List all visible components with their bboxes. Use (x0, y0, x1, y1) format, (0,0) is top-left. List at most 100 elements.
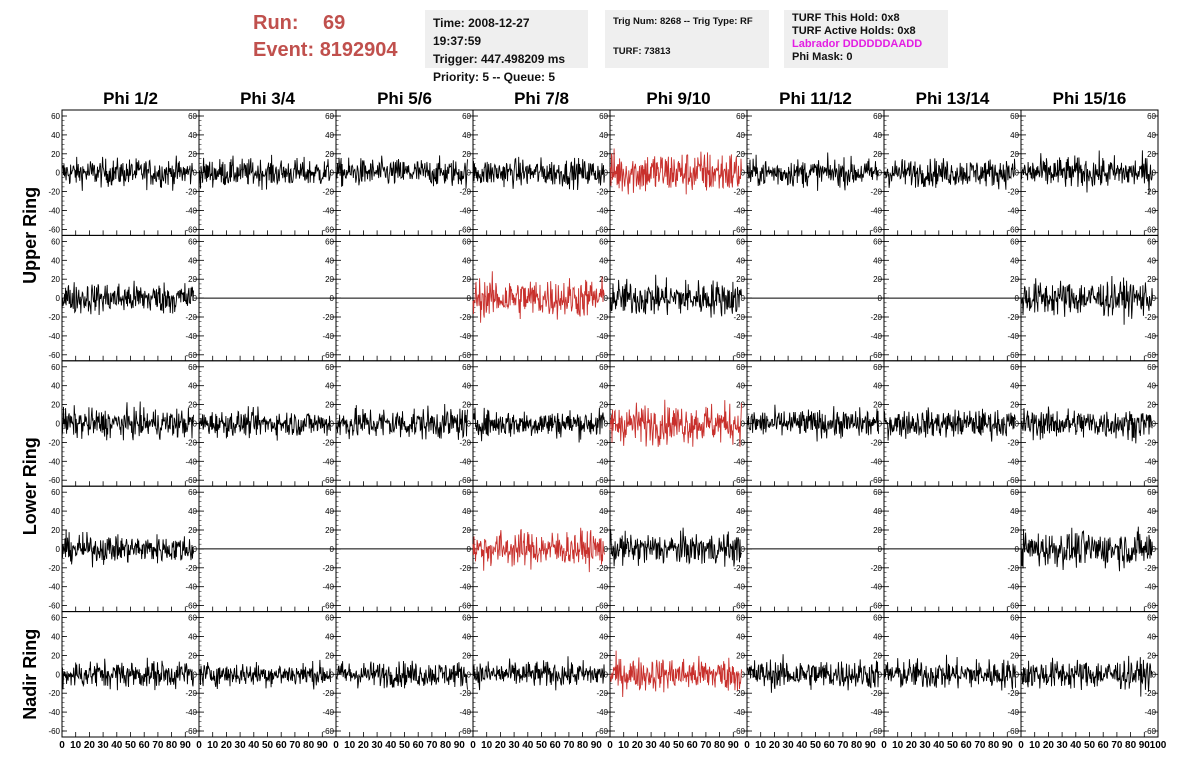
y-tick-label: -60 (596, 727, 608, 736)
y-tick-label: 40 (1010, 256, 1019, 265)
y-tick-label: -40 (1007, 332, 1019, 341)
y-tick-label: -60 (870, 602, 882, 611)
y-tick-label: 60 (188, 488, 197, 497)
x-tick-label: 10 (70, 740, 82, 751)
y-tick-label: 60 (1010, 488, 1019, 497)
turf-this-hold: TURF This Hold: 0x8 (792, 12, 900, 24)
y-tick-label: 20 (1147, 651, 1156, 660)
y-tick-label: -60 (870, 727, 882, 736)
y-tick-label: -20 (596, 313, 608, 322)
y-tick-label: 0 (878, 670, 883, 679)
column-label-2: Phi 3/4 (240, 89, 295, 108)
x-tick-label: 50 (262, 740, 274, 751)
run-value: 69 (323, 12, 346, 34)
y-tick-label: 0 (1152, 670, 1157, 679)
y-tick-label: 20 (188, 651, 197, 660)
y-tick-label: -60 (1007, 602, 1019, 611)
column-label-8: Phi 15/16 (1053, 89, 1127, 108)
waveform-trace (61, 155, 194, 191)
y-tick-label: 60 (462, 112, 471, 121)
y-tick-label: -60 (596, 476, 608, 485)
priority-text: Priority: 5 -- Queue: 5 (433, 70, 556, 84)
y-tick-label: 20 (188, 401, 197, 410)
y-tick-label: 40 (51, 256, 60, 265)
x-tick-label: 60 (961, 740, 973, 751)
y-tick-label: 20 (51, 275, 60, 284)
y-tick-label: 40 (325, 507, 334, 516)
y-tick-label: -40 (322, 708, 334, 717)
y-tick-label: 60 (1010, 112, 1019, 121)
waveform-trace (198, 659, 331, 690)
y-tick-label: -60 (185, 225, 197, 234)
y-tick-label: 60 (1147, 488, 1156, 497)
x-tick-label: 70 (426, 740, 438, 751)
waveform-trace (472, 156, 605, 191)
y-tick-label: 60 (873, 614, 882, 623)
y-tick-label: 60 (736, 614, 745, 623)
trigger-text: Trigger: 447.498209 ms (433, 52, 566, 66)
y-tick-label: 20 (51, 526, 60, 535)
y-tick-label: 40 (51, 131, 60, 140)
ring-label-3: Nadir Ring (20, 629, 40, 720)
y-tick-label: 40 (325, 131, 334, 140)
y-tick-label: 20 (325, 150, 334, 159)
y-tick-label: -20 (459, 564, 471, 573)
y-tick-label: -40 (733, 583, 745, 592)
x-tick-label: 60 (687, 740, 699, 751)
y-tick-label: -60 (596, 225, 608, 234)
y-tick-label: 0 (56, 670, 61, 679)
y-tick-label: -20 (185, 564, 197, 573)
y-tick-label: -40 (1144, 332, 1156, 341)
y-tick-label: -20 (48, 689, 60, 698)
x-tick-label: 60 (550, 740, 562, 751)
y-tick-label: -60 (733, 225, 745, 234)
y-tick-label: -20 (322, 689, 334, 698)
x-tick-label: 70 (563, 740, 575, 751)
y-tick-label: 0 (330, 169, 335, 178)
y-tick-label: 40 (462, 131, 471, 140)
y-tick-label: -40 (733, 332, 745, 341)
waveform-trace (335, 403, 468, 440)
time-info-box: Time: 2008-12-27 19:37:59 Trigger: 447.4… (425, 10, 588, 84)
y-tick-label: -40 (185, 457, 197, 466)
y-tick-label: -40 (870, 207, 882, 216)
y-tick-label: 0 (1152, 169, 1157, 178)
y-tick-label: 60 (325, 363, 334, 372)
y-tick-label: -20 (733, 188, 745, 197)
waveform-trace (472, 271, 605, 323)
labrador-text: Labrador DDDDDDAADD (792, 38, 923, 50)
y-tick-label: -60 (733, 476, 745, 485)
y-tick-label: 60 (599, 488, 608, 497)
y-tick-label: 20 (873, 150, 882, 159)
x-tick-label: 60 (413, 740, 425, 751)
y-tick-label: -20 (48, 188, 60, 197)
x-tick-label: 70 (700, 740, 712, 751)
x-tick-label: 40 (248, 740, 260, 751)
y-tick-label: 60 (1010, 614, 1019, 623)
y-tick-label: 40 (1147, 256, 1156, 265)
y-tick-label: -60 (596, 351, 608, 360)
y-tick-label: 60 (325, 488, 334, 497)
y-tick-label: 0 (1015, 169, 1020, 178)
y-tick-label: 40 (599, 256, 608, 265)
y-tick-label: -60 (596, 602, 608, 611)
y-tick-label: -20 (185, 188, 197, 197)
y-tick-label: -60 (1007, 727, 1019, 736)
y-tick-label: -20 (1007, 313, 1019, 322)
y-tick-label: 40 (188, 633, 197, 642)
y-tick-label: -40 (459, 708, 471, 717)
y-tick-label: 40 (1010, 633, 1019, 642)
x-tick-label: 50 (673, 740, 685, 751)
y-tick-label: -40 (459, 457, 471, 466)
y-tick-label: -40 (596, 708, 608, 717)
x-tick-label: 80 (440, 740, 452, 751)
y-tick-label: 60 (1010, 237, 1019, 246)
x-tick-label: 40 (796, 740, 808, 751)
y-tick-label: 20 (736, 651, 745, 660)
event-label: Event: (253, 39, 315, 61)
y-tick-label: 20 (599, 275, 608, 284)
panel-frame-r4-c8 (1020, 485, 1159, 613)
y-tick-label: -60 (1007, 351, 1019, 360)
y-tick-label: -20 (596, 438, 608, 447)
y-tick-label: -60 (459, 727, 471, 736)
